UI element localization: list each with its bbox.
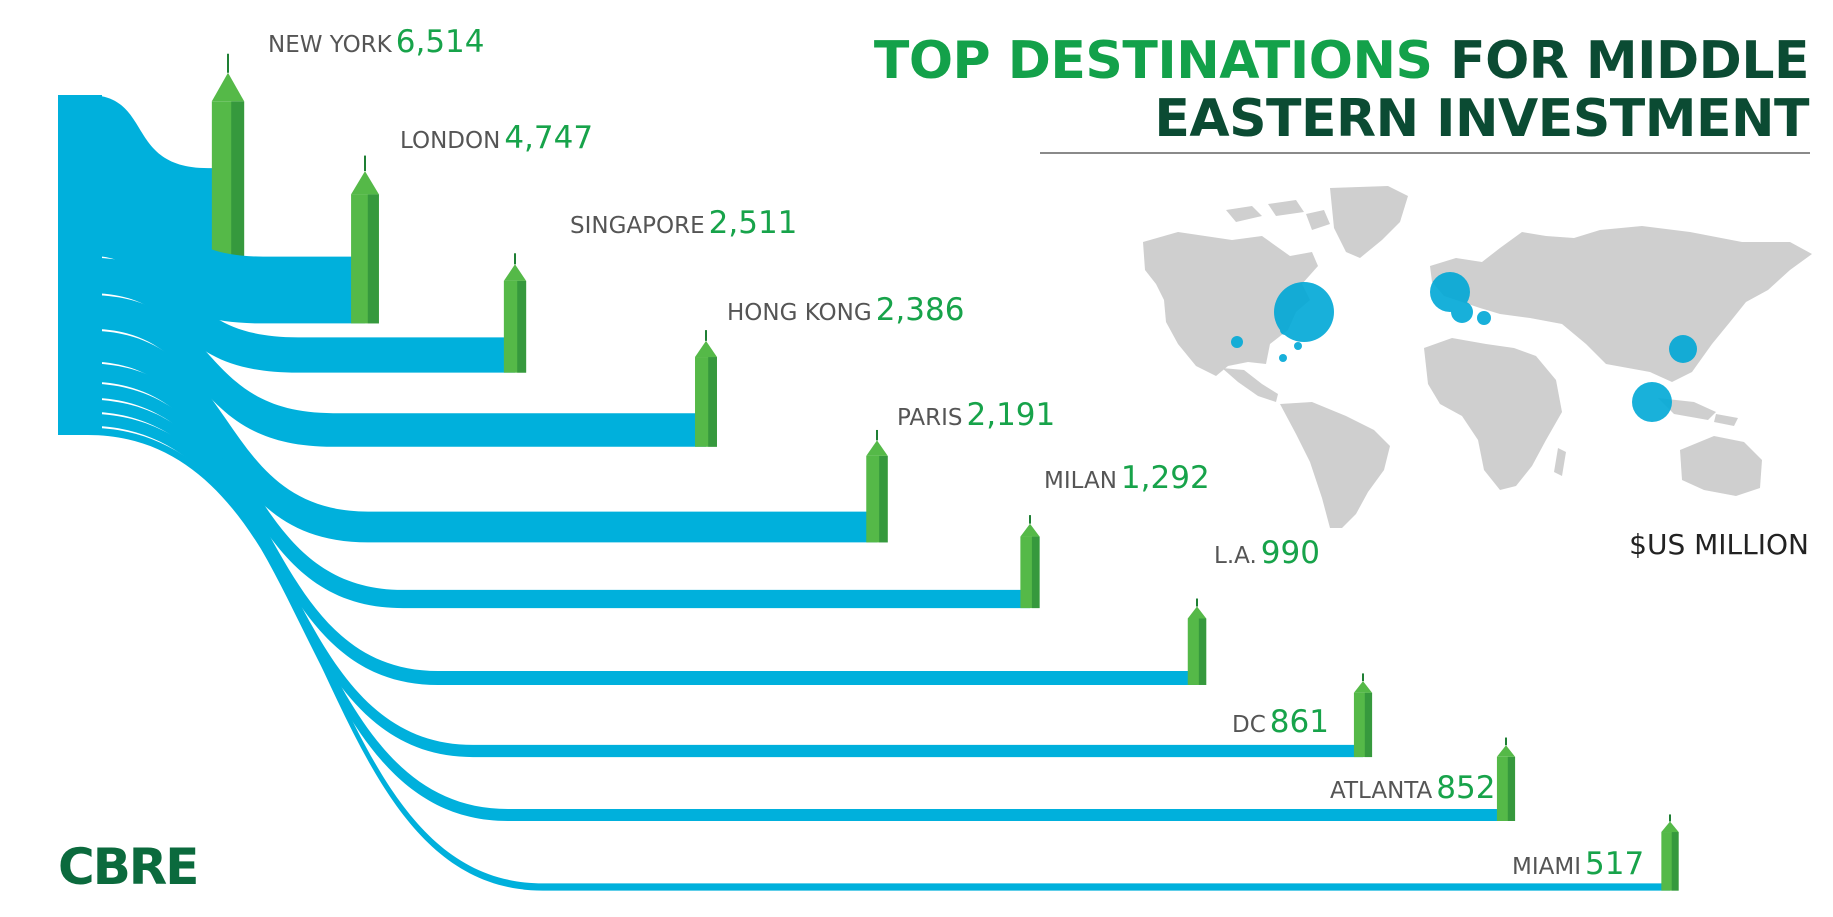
city-label: HONG KONG 2,386: [727, 292, 964, 328]
building-roof: [1020, 523, 1040, 537]
map-indonesia: [1658, 398, 1738, 426]
building-shade: [367, 194, 379, 324]
city-name: NEW YORK: [268, 32, 392, 58]
building-roof: [1353, 681, 1373, 693]
city-label: MIAMI 517: [1512, 846, 1644, 882]
building-roof: [1496, 745, 1516, 757]
city-label: NEW YORK 6,514: [268, 24, 485, 60]
bubble-singapore: [1632, 382, 1672, 422]
unit-label: $US MILLION: [1629, 528, 1809, 561]
map-arctic-islands: [1226, 200, 1330, 230]
building-roof: [1661, 821, 1679, 833]
building-shade: [708, 357, 717, 447]
city-name: MIAMI: [1512, 854, 1581, 880]
building-shade: [879, 455, 888, 543]
city-label: DC 861: [1232, 704, 1329, 740]
city-name: DC: [1232, 712, 1266, 738]
building-roof: [1187, 606, 1207, 619]
building-shade: [1507, 756, 1516, 822]
building-roof: [351, 171, 379, 195]
chart-title: TOP DESTINATIONS FOR MIDDLE EASTERN INVE…: [873, 31, 1810, 149]
map-central-america: [1222, 368, 1278, 402]
city-name: HONG KONG: [727, 300, 872, 326]
building-roof: [695, 340, 717, 358]
city-value: 1,292: [1120, 460, 1210, 496]
building-shade: [1671, 832, 1679, 891]
freedom-tower-icon: [1661, 814, 1679, 891]
flow-band-2: [88, 257, 515, 373]
big-ben-icon: [351, 155, 379, 324]
city-name: PARIS: [897, 405, 963, 431]
building-roof: [866, 440, 888, 456]
title-divider: [1040, 152, 1810, 154]
marina-bay-sands-icon: [503, 253, 527, 373]
city-label: LONDON 4,747: [400, 120, 593, 156]
building-shade: [1198, 618, 1207, 685]
city-value: 4,747: [504, 120, 594, 156]
bubble-dc: [1294, 342, 1302, 350]
bubble-miami: [1279, 354, 1287, 362]
title-highlight: TOP DESTINATIONS: [873, 31, 1433, 91]
city-value: 990: [1260, 535, 1320, 571]
city-name: ATLANTA: [1330, 778, 1433, 804]
map-africa: [1424, 338, 1562, 490]
city-name: LONDON: [400, 128, 501, 154]
city-name: L.A.: [1214, 543, 1257, 569]
building-roof: [503, 264, 527, 281]
us-bank-tower-icon: [1187, 598, 1207, 685]
flow-band-3: [88, 294, 706, 447]
title-part-2b: EASTERN INVESTMENT: [1154, 89, 1809, 149]
city-value: 2,511: [708, 205, 798, 241]
map-south-america: [1280, 402, 1390, 528]
city-name: MILAN: [1044, 468, 1117, 494]
city-label: ATLANTA 852: [1330, 770, 1495, 806]
building-shade: [1031, 536, 1040, 609]
flow-band-4: [88, 330, 877, 543]
bubble-hong-kong: [1669, 335, 1697, 363]
bubble-atlanta: [1280, 325, 1290, 335]
city-value: 517: [1585, 846, 1645, 882]
bubble-paris: [1451, 301, 1473, 323]
bank-of-america-plaza-icon: [1496, 737, 1516, 822]
building-shade: [517, 280, 527, 373]
title-part-2a: FOR MIDDLE: [1450, 31, 1809, 91]
building-roof: [211, 72, 245, 102]
city-value: 2,386: [875, 292, 965, 328]
bubble-milan: [1477, 311, 1491, 325]
map-eurasia: [1430, 226, 1812, 382]
city-value: 6,514: [395, 24, 485, 60]
bubble-la: [1231, 336, 1243, 348]
pirelli-tower-icon: [1020, 515, 1040, 609]
city-label: L.A. 990: [1214, 535, 1320, 571]
cbre-logo: CBRE: [58, 838, 199, 896]
city-label: MILAN 1,292: [1044, 460, 1210, 496]
map-australia: [1680, 436, 1762, 496]
washington-monument-icon: [1353, 673, 1373, 758]
map-greenland: [1330, 186, 1408, 258]
city-label: PARIS 2,191: [897, 397, 1055, 433]
building-shade: [1364, 692, 1373, 758]
city-name: SINGAPORE: [570, 213, 705, 239]
map-madagascar: [1554, 448, 1566, 476]
bank-of-china-tower-icon: [695, 330, 717, 447]
city-value: 852: [1436, 770, 1496, 806]
city-value: 861: [1269, 704, 1329, 740]
building-shade: [231, 101, 245, 260]
eiffel-tower-icon: [866, 429, 888, 543]
empire-state-building-icon: [211, 53, 245, 260]
city-label: SINGAPORE 2,511: [570, 205, 797, 241]
city-value: 2,191: [966, 397, 1056, 433]
map-north-america: [1143, 232, 1318, 376]
